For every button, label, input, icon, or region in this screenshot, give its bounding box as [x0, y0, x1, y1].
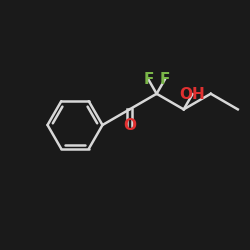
- Text: O: O: [123, 118, 136, 133]
- Text: F: F: [160, 72, 170, 87]
- Text: F: F: [143, 72, 154, 87]
- Text: OH: OH: [180, 87, 205, 102]
